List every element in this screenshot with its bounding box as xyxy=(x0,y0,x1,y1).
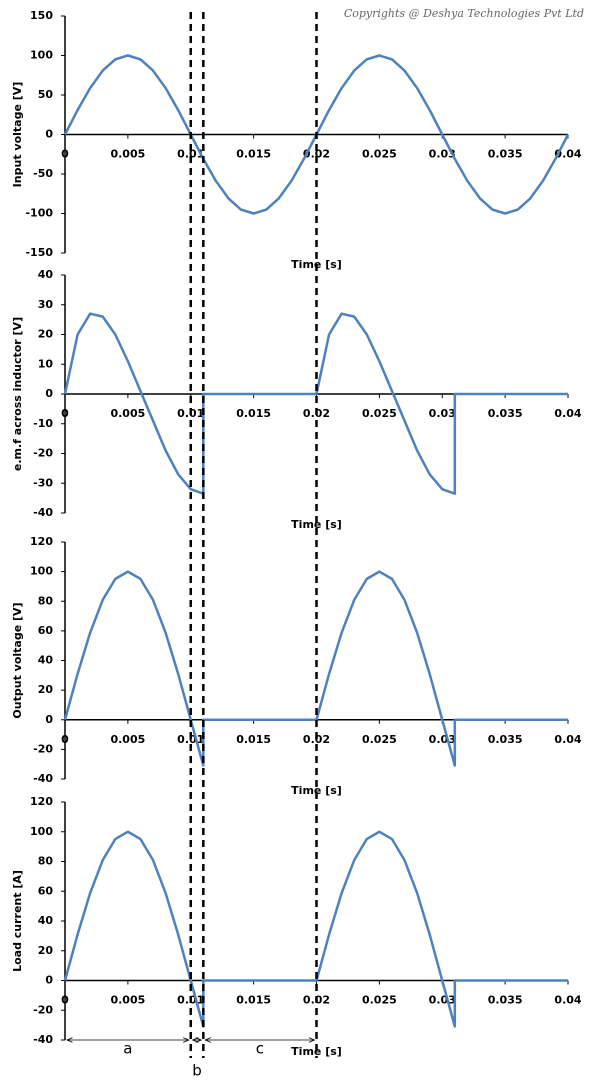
x-tick-label: 0.005 xyxy=(110,148,145,161)
y-tick-label: 80 xyxy=(38,855,54,868)
y-tick-label: 0 xyxy=(45,387,53,400)
x-tick-label: 0.015 xyxy=(236,148,271,161)
x-axis-label: Time [s] xyxy=(291,784,342,797)
y-tick-label: 10 xyxy=(38,357,54,370)
y-tick-label: -20 xyxy=(33,447,53,460)
x-tick-label: 0.04 xyxy=(554,407,581,420)
x-tick-label: 0.025 xyxy=(362,148,397,161)
x-tick-label: 0.04 xyxy=(554,148,581,161)
y-tick-label: 60 xyxy=(38,624,54,637)
x-tick-label: 0.035 xyxy=(488,148,523,161)
y-tick-label: 80 xyxy=(38,594,54,607)
y-tick-label: -40 xyxy=(33,506,53,519)
interval-label: b xyxy=(192,1062,202,1080)
x-tick-label: 0.03 xyxy=(429,148,456,161)
series-line xyxy=(63,570,568,767)
y-tick-label: 40 xyxy=(38,268,54,281)
x-tick-label: 0 xyxy=(61,994,69,1007)
x-tick-label: 0 xyxy=(61,407,69,420)
x-tick-label: 0.035 xyxy=(488,407,523,420)
x-tick-label: 0.035 xyxy=(488,733,523,746)
y-tick-label: 0 xyxy=(45,974,53,987)
y-tick-label: -40 xyxy=(33,1033,53,1046)
y-tick-label: -30 xyxy=(33,476,53,489)
y-tick-label: 30 xyxy=(38,298,54,311)
copyright: Copyrights @ Deshya Technologies Pvt Ltd xyxy=(344,7,584,20)
x-tick-label: 0.03 xyxy=(429,733,456,746)
y-tick-label: 100 xyxy=(30,565,53,578)
y-tick-label: 100 xyxy=(30,825,53,838)
x-tick-label: 0.04 xyxy=(554,994,581,1007)
y-tick-label: -20 xyxy=(33,742,53,755)
y-tick-label: 50 xyxy=(38,88,54,101)
y-tick-label: -10 xyxy=(33,417,53,430)
x-tick-label: 0.005 xyxy=(110,733,145,746)
series-line xyxy=(63,830,568,1028)
y-tick-label: 120 xyxy=(30,795,53,808)
y-tick-label: 100 xyxy=(30,49,53,62)
x-tick-label: 0 xyxy=(61,733,69,746)
y-axis-label: Input voltage [V] xyxy=(11,82,24,188)
x-tick-label: 0.025 xyxy=(362,994,397,1007)
x-tick-label: 0 xyxy=(61,148,69,161)
x-tick-label: 0.02 xyxy=(303,148,330,161)
y-tick-label: 120 xyxy=(30,535,53,548)
y-tick-label: -40 xyxy=(33,772,53,785)
y-tick-label: 0 xyxy=(45,128,53,141)
x-tick-label: 0.03 xyxy=(429,407,456,420)
x-tick-label: 0.03 xyxy=(429,994,456,1007)
y-tick-label: 20 xyxy=(38,683,54,696)
y-axis-label: Output voltage [V] xyxy=(11,602,24,718)
y-axis-label: Load current [A] xyxy=(11,870,24,972)
y-tick-label: -100 xyxy=(25,207,53,220)
y-tick-label: 20 xyxy=(38,328,54,341)
y-tick-label: 60 xyxy=(38,884,54,897)
y-tick-label: 20 xyxy=(38,944,54,957)
x-tick-label: 0.025 xyxy=(362,407,397,420)
interval-label: c xyxy=(256,1040,264,1058)
y-axis-label: e.m.f across inductor [V] xyxy=(11,317,24,471)
y-tick-label: -150 xyxy=(25,246,53,259)
x-tick-label: 0.01 xyxy=(177,148,204,161)
y-tick-label: -50 xyxy=(33,167,53,180)
series-line xyxy=(63,312,568,495)
y-tick-label: -20 xyxy=(33,1003,53,1016)
x-tick-label: 0.005 xyxy=(110,994,145,1007)
x-tick-label: 0.035 xyxy=(488,994,523,1007)
x-tick-label: 0.02 xyxy=(303,733,330,746)
x-tick-label: 0.015 xyxy=(236,994,271,1007)
y-tick-label: 0 xyxy=(45,713,53,726)
y-tick-label: 40 xyxy=(38,654,54,667)
x-tick-label: 0.025 xyxy=(362,733,397,746)
x-tick-label: 0.005 xyxy=(110,407,145,420)
x-axis-label: Time [s] xyxy=(291,1045,342,1058)
x-tick-label: 0.04 xyxy=(554,733,581,746)
x-axis-label: Time [s] xyxy=(291,518,342,531)
x-tick-label: 0.015 xyxy=(236,733,271,746)
interval-label: a xyxy=(123,1040,132,1058)
x-tick-label: 0.015 xyxy=(236,407,271,420)
y-tick-label: 150 xyxy=(30,9,53,22)
y-tick-label: 40 xyxy=(38,914,54,927)
